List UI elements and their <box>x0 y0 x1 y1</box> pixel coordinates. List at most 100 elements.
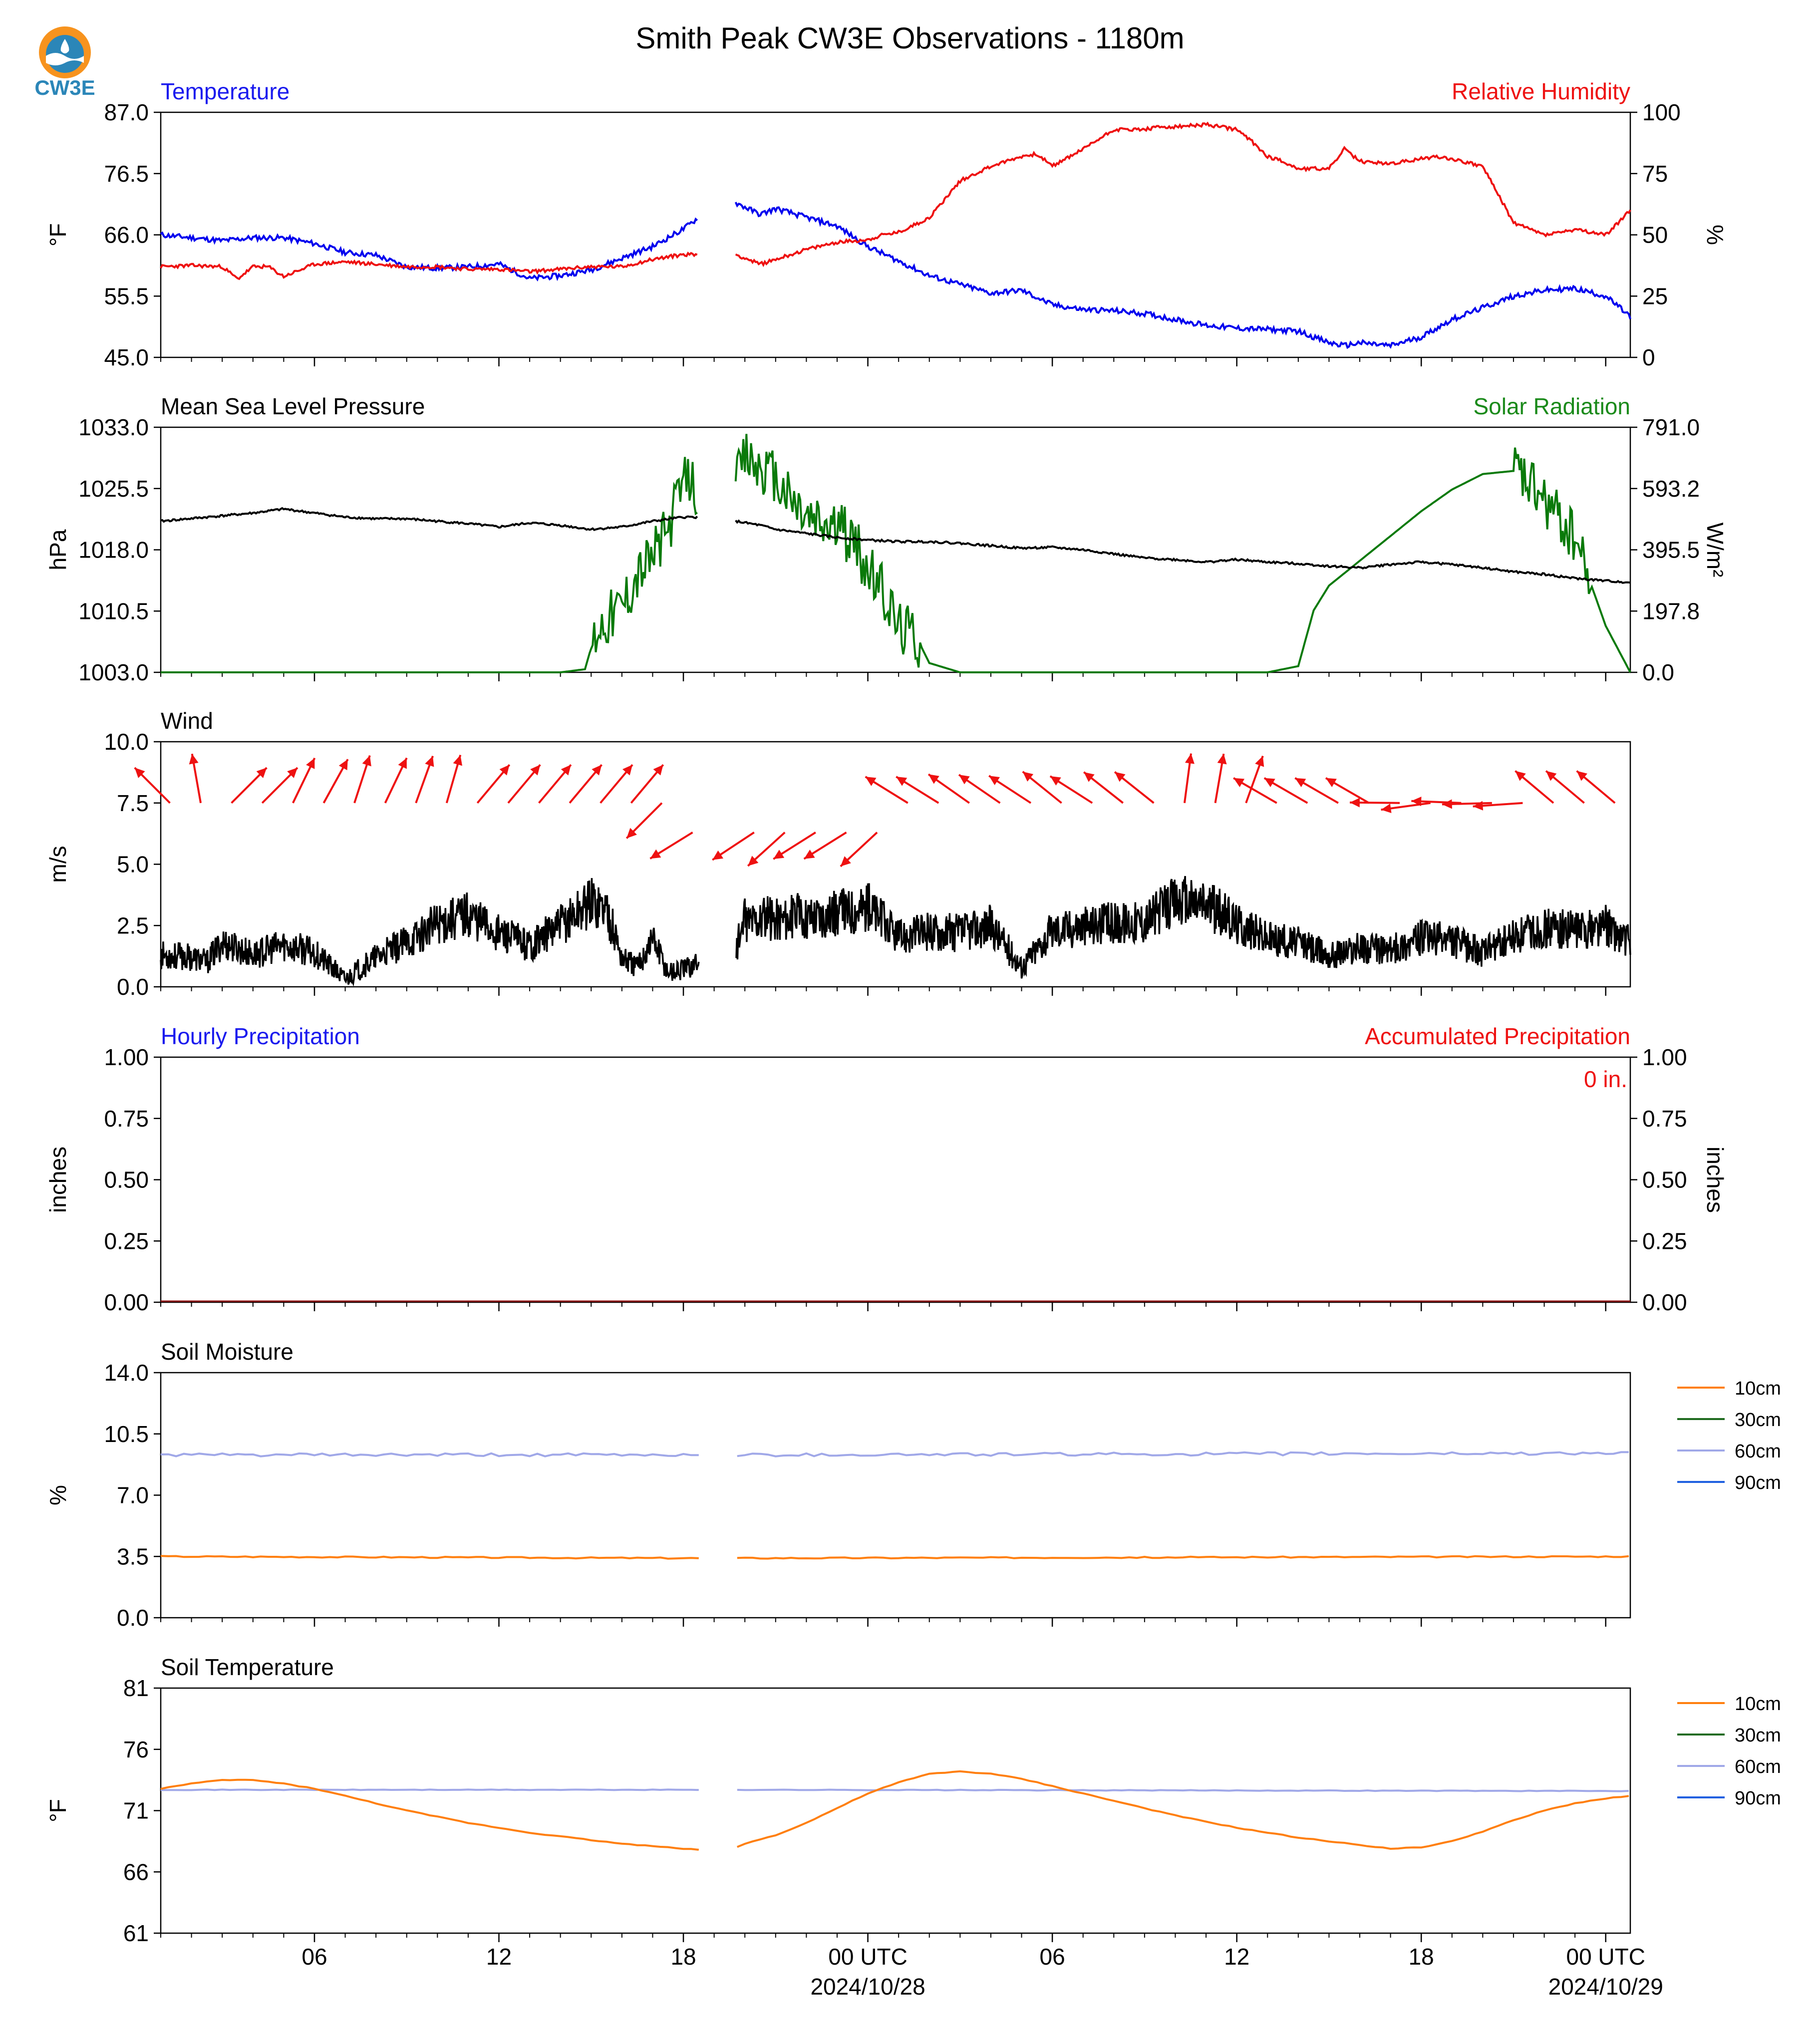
panel-precip: 0.00 0.25 0.50 0.75 1.00 0.00 0.25 0.50 0.75 1.00… <box>45 1023 1728 1315</box>
soil-moisture-10cm-line <box>160 1555 1629 1560</box>
wind-arrow-head <box>626 828 637 839</box>
humidity-line <box>160 121 1631 281</box>
logo-drop-icon <box>60 39 69 53</box>
wind-arrow-head <box>958 775 970 785</box>
panel-soil_moisture: 0.0 3.5 7.0 10.5 14.0 Soil Moisture% <box>45 1339 1631 1631</box>
wind-arrow-head <box>256 768 267 778</box>
plot-frame-soil_moisture <box>160 1372 1631 1619</box>
legend-label: 60cm <box>1735 1756 1781 1777</box>
wind-arrow-head <box>1295 778 1306 787</box>
y-tick-label: 66.0 <box>104 222 149 248</box>
solar-radiation-line <box>161 434 1631 673</box>
y2-tick-label: 75 <box>1642 161 1668 187</box>
legend-label: 10cm <box>1735 1694 1781 1715</box>
wind-arrow-head <box>622 765 633 776</box>
y2-tick-label: 0.50 <box>1642 1167 1687 1193</box>
y-tick-label: 1010.5 <box>78 598 149 624</box>
wind-arrow-head <box>712 850 724 860</box>
wind-arrow-head <box>287 768 298 778</box>
wind-arrow-head <box>1381 804 1392 814</box>
y-tick-label: 1.00 <box>104 1044 149 1070</box>
soil-temp-legend: 10cm 30cm 60cm 90cm <box>1677 1694 1781 1809</box>
x-tick-label: 06 <box>302 1944 327 1970</box>
y2-tick-label: 0.75 <box>1642 1106 1687 1132</box>
panel-title-left: Mean Sea Level Pressure <box>161 393 425 419</box>
x-date-label: 2024/10/29 <box>1548 1974 1663 2000</box>
wind-arrow-head <box>650 849 661 859</box>
y2-tick-label: 100 <box>1642 99 1681 125</box>
wind-arrow-head <box>896 777 908 786</box>
panel-title-left: Soil Temperature <box>161 1654 334 1680</box>
logo-text: CW3E <box>34 76 95 99</box>
wind-arrow-head <box>1115 772 1126 782</box>
wind-arrow-head <box>653 765 663 776</box>
legend-label: 60cm <box>1735 1441 1781 1462</box>
y-tick-label: 87.0 <box>104 99 149 125</box>
wind-arrow-head <box>1442 799 1452 809</box>
wind-arrow-head <box>338 759 348 771</box>
y2-axis-label: inches <box>1702 1147 1728 1213</box>
x-tick-label: 00 UTC <box>828 1944 907 1970</box>
pressure-line <box>160 507 1631 584</box>
wind-arrow-head <box>499 765 510 776</box>
wind-arrow-head <box>773 850 785 860</box>
x-tick-label: 18 <box>670 1944 696 1970</box>
y2-tick-label: 197.8 <box>1642 598 1700 624</box>
soil-temp-60cm-line <box>161 1788 1629 1792</box>
y2-tick-label: 395.5 <box>1642 537 1700 563</box>
y-tick-label: 1003.0 <box>78 659 149 685</box>
y-tick-label: 0.50 <box>104 1167 149 1193</box>
y-tick-label: 76.5 <box>104 161 149 187</box>
wind-arrow-head <box>1350 798 1360 808</box>
temperature-line <box>160 202 1631 349</box>
y-tick-label: 61 <box>123 1920 149 1946</box>
wind-arrow-head <box>865 777 877 786</box>
y2-axis-label: W/m² <box>1702 523 1728 578</box>
x-date-label: 2024/10/28 <box>810 1974 925 2000</box>
wind-direction-arrows <box>134 753 1616 868</box>
y-tick-label: 10.5 <box>104 1421 149 1447</box>
y2-tick-label: 791.0 <box>1642 414 1700 440</box>
x-tick-label: 18 <box>1409 1944 1434 1970</box>
wind-arrow-head <box>592 765 602 776</box>
panel-title-left: Soil Moisture <box>161 1339 294 1365</box>
y2-tick-label: 0.25 <box>1642 1228 1687 1254</box>
wind-arrow-head <box>1473 801 1484 811</box>
wind-arrow-head <box>840 856 851 867</box>
panel-title-left: Hourly Precipitation <box>161 1023 360 1049</box>
legend-label: 90cm <box>1735 1788 1781 1809</box>
wind-arrow-head <box>530 765 541 776</box>
y2-tick-label: 1.00 <box>1642 1044 1687 1070</box>
y-tick-label: 7.5 <box>117 790 149 816</box>
x-tick-label: 12 <box>486 1944 512 1970</box>
wind-arrow-head <box>1264 778 1275 787</box>
y2-tick-label: 593.2 <box>1642 476 1700 502</box>
y-axis-label: °F <box>45 223 71 247</box>
y-tick-label: 1025.5 <box>78 476 149 502</box>
panel-title-right: Relative Humidity <box>1452 78 1630 104</box>
y-axis-label: m/s <box>45 846 71 882</box>
y-axis-label: inches <box>45 1147 71 1213</box>
precip-total-label: 0 in. <box>1584 1066 1627 1092</box>
wind-arrow-head <box>398 758 407 769</box>
wind-arrow-head <box>1022 771 1034 782</box>
wind-arrow-head <box>1515 771 1526 781</box>
wind-arrow-head <box>1325 778 1337 787</box>
y-axis-label: % <box>45 1485 71 1505</box>
y-tick-label: 0.25 <box>104 1228 149 1254</box>
wind-arrow-head <box>561 765 571 776</box>
panel-soil_temp: 61 66 71 76 81 Soil Temperature °F <box>45 1654 1631 1946</box>
panel-title-left: Temperature <box>161 78 290 104</box>
x-tick-label: 12 <box>1224 1944 1249 1970</box>
y2-tick-label: 0.0 <box>1642 659 1674 685</box>
panel-title-right: Solar Radiation <box>1473 393 1630 419</box>
wind-arrow-head <box>1217 754 1227 765</box>
wind-arrow-head <box>1411 797 1422 807</box>
y2-tick-label: 0.00 <box>1642 1289 1687 1315</box>
plot-frame-pressure <box>160 426 1631 673</box>
y-tick-label: 0.0 <box>117 974 149 1000</box>
soil-moisture-legend: 10cm 30cm 60cm 90cm <box>1677 1378 1781 1493</box>
y-tick-label: 81 <box>123 1675 149 1701</box>
wind-arrow-head <box>134 768 145 778</box>
wind-arrow-head <box>1050 776 1061 786</box>
